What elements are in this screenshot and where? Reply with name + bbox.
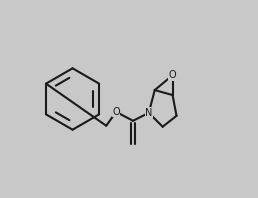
Text: O: O [112,107,120,117]
Text: N: N [145,108,152,118]
Text: O: O [169,70,176,80]
